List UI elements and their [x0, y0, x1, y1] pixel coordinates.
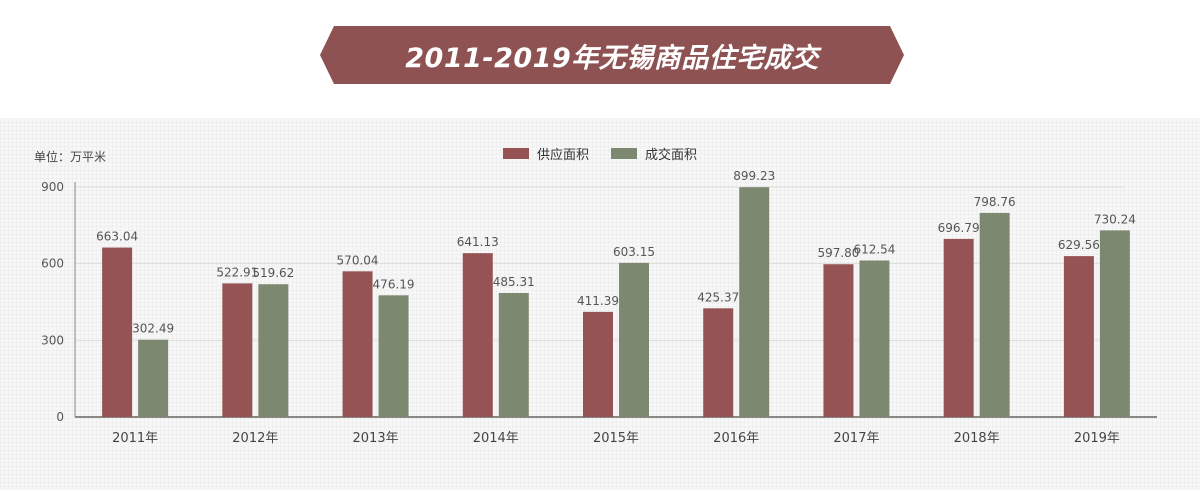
data-label-deal: 603.15 — [613, 245, 655, 259]
data-label-supply: 425.37 — [697, 290, 739, 304]
x-tick-label: 2012年 — [232, 431, 278, 446]
bar-supply — [462, 253, 493, 417]
legend: 供应面积 成交面积 — [0, 143, 1200, 163]
data-label-deal: 476.19 — [373, 277, 415, 291]
data-label-deal: 899.23 — [733, 169, 775, 183]
bar-supply — [703, 308, 734, 417]
bar-supply — [342, 271, 373, 417]
data-label-deal: 730.24 — [1094, 212, 1136, 226]
x-tick-label: 2019年 — [1074, 431, 1120, 446]
data-label-supply: 411.39 — [577, 294, 619, 308]
data-label-supply: 597.80 — [817, 246, 859, 260]
data-label-deal: 302.49 — [132, 322, 174, 336]
bar-supply — [583, 311, 613, 417]
legend-swatch-supply — [502, 147, 529, 159]
title-banner-shape — [320, 26, 904, 84]
bar-deal — [498, 292, 529, 417]
x-tick-label: 2016年 — [713, 431, 759, 446]
data-label-supply: 663.04 — [96, 230, 138, 244]
bar-deal — [1099, 230, 1130, 417]
legend-item-supply[interactable]: 供应面积 — [502, 143, 589, 163]
y-tick-label: 900 — [41, 180, 64, 194]
legend-swatch-deal — [611, 147, 637, 159]
bar-supply — [102, 247, 133, 417]
unit-label: 单位：万平米 — [34, 150, 107, 164]
bar-deal — [378, 295, 409, 417]
x-tick-label: 2018年 — [954, 431, 1000, 446]
x-tick-label: 2013年 — [353, 431, 399, 446]
bar-deal — [258, 284, 289, 417]
data-label-deal: 612.54 — [853, 242, 895, 256]
x-tick-label: 2011年 — [112, 431, 158, 446]
legend-item-deal[interactable]: 成交面积 — [611, 143, 697, 163]
title-banner: 2011-2019年无锡商品住宅成交 — [0, 0, 1200, 100]
legend-label-deal: 成交面积 — [645, 147, 698, 163]
bar-deal — [619, 262, 649, 417]
bar-supply — [222, 283, 253, 417]
y-tick-label: 300 — [41, 333, 64, 347]
bar-deal — [859, 260, 890, 417]
title-banner-polygon — [320, 26, 904, 84]
bar-supply — [1063, 256, 1094, 417]
bar-deal — [138, 339, 169, 417]
y-tick-label: 0 — [56, 410, 64, 424]
bar-deal — [739, 187, 770, 417]
data-label-supply: 641.13 — [457, 235, 499, 249]
data-label-supply: 696.79 — [938, 221, 980, 235]
x-tick-label: 2015年 — [593, 431, 639, 446]
legend-label-supply: 供应面积 — [536, 147, 589, 163]
x-tick-label: 2014年 — [473, 431, 519, 446]
data-label-deal: 519.62 — [252, 266, 294, 280]
data-label-supply: 570.04 — [337, 253, 379, 267]
data-label-deal: 798.76 — [974, 195, 1016, 209]
chart-title: 2011-2019年无锡商品住宅成交 — [405, 42, 819, 74]
y-tick-label: 600 — [41, 257, 64, 271]
data-label-supply: 522.91 — [216, 265, 258, 279]
bar-supply — [943, 238, 974, 417]
bar-deal — [979, 212, 1010, 417]
data-label-supply: 629.56 — [1058, 238, 1100, 252]
x-tick-label: 2017年 — [833, 431, 879, 446]
bar-supply — [823, 264, 854, 417]
data-label-deal: 485.31 — [493, 275, 535, 289]
